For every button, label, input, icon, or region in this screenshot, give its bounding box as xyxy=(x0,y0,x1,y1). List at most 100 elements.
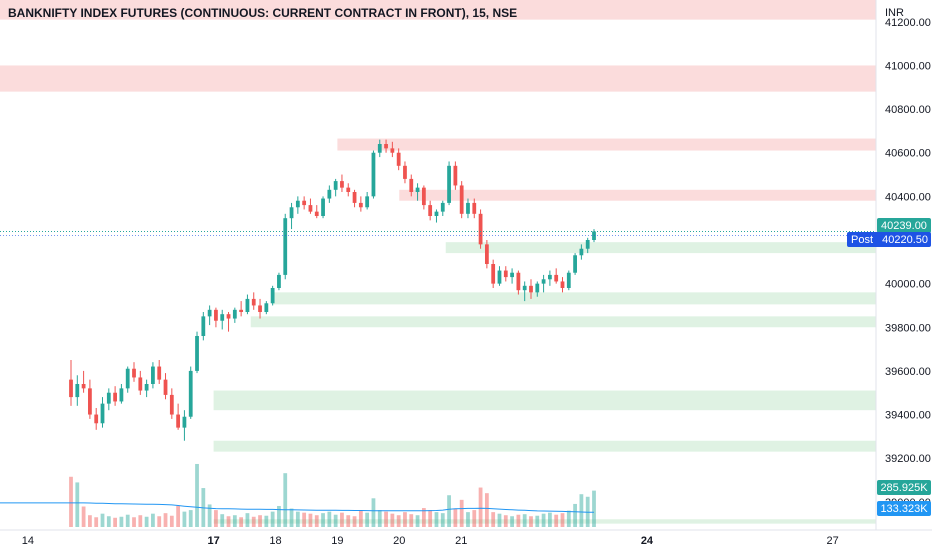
candle-body xyxy=(409,178,414,192)
volume-bar xyxy=(396,515,401,527)
supply-zone xyxy=(0,0,876,20)
chart-title: BANKNIFTY INDEX FUTURES (CONTINUOUS: CUR… xyxy=(8,6,517,20)
volume-bar xyxy=(541,513,546,527)
volume-bar xyxy=(516,514,521,527)
volume-bar xyxy=(295,511,300,527)
candle-body xyxy=(541,279,546,284)
volume-bar xyxy=(503,515,508,527)
price-tick-label: 39400.00 xyxy=(885,410,931,422)
volume-bar xyxy=(264,515,269,527)
volume-bar xyxy=(447,495,451,527)
volume-bar xyxy=(554,514,559,527)
candle-body xyxy=(440,202,445,212)
volume-bar xyxy=(365,512,370,527)
demand-zone xyxy=(213,519,877,524)
candle-body xyxy=(81,384,86,389)
candle-body xyxy=(138,377,143,391)
candle-body xyxy=(396,152,401,166)
volume-bar xyxy=(592,490,596,527)
svg-text:285.925K: 285.925K xyxy=(880,482,928,494)
volume-bar xyxy=(88,515,92,527)
time-tick-label: 21 xyxy=(455,535,467,547)
candle-body xyxy=(277,274,281,288)
candle-body xyxy=(321,198,325,216)
volume-bar xyxy=(346,515,351,527)
volume-bar xyxy=(214,510,218,527)
demand-zone xyxy=(213,440,877,452)
candle-body xyxy=(75,384,80,398)
currency-label: INR xyxy=(885,7,904,19)
candle-body xyxy=(308,205,313,212)
volume-bar xyxy=(258,515,262,527)
time-tick-label: 27 xyxy=(827,535,839,547)
volume-bar xyxy=(522,514,527,527)
volume-bar xyxy=(352,516,357,527)
candle-body xyxy=(340,181,344,188)
candle-body xyxy=(144,384,149,391)
candle-body xyxy=(434,211,439,216)
volume-bar xyxy=(478,487,483,527)
candle-body xyxy=(390,148,395,153)
volume-bar xyxy=(100,513,105,527)
candle-body xyxy=(358,202,363,208)
price-tick-label: 39200.00 xyxy=(885,453,931,465)
candle-body xyxy=(176,414,181,428)
candle-body xyxy=(188,370,193,417)
candle-body xyxy=(510,272,514,278)
candle-body xyxy=(428,205,433,216)
last-price-label: 40239.00 xyxy=(877,218,931,233)
volume-bar xyxy=(566,510,571,527)
candle-body xyxy=(403,165,407,179)
volume-bar xyxy=(434,512,439,527)
volume-bar xyxy=(232,515,237,527)
price-tick-label: 40400.00 xyxy=(885,191,931,203)
candle-body xyxy=(125,368,130,389)
svg-text:40239.00: 40239.00 xyxy=(881,220,927,232)
supply-zone xyxy=(337,138,876,151)
candle-body xyxy=(94,414,99,424)
candle-body xyxy=(421,187,426,206)
price-axis[interactable]: INR 41200.00 41000.00 40800.00 40600.00 4040… xyxy=(875,0,931,530)
demand-zone xyxy=(250,316,877,328)
candle-body xyxy=(270,288,275,304)
volume-bar xyxy=(138,515,143,527)
candle-body xyxy=(384,144,388,149)
volume-bar xyxy=(548,512,552,527)
candle-body xyxy=(516,272,521,291)
candle-body xyxy=(333,181,338,190)
volume-bar xyxy=(277,505,281,527)
volume-bar xyxy=(157,516,162,527)
time-tick-label: 17 xyxy=(207,535,219,547)
volume-bar xyxy=(308,513,313,527)
volume-bar xyxy=(421,508,426,527)
volume-value-label: 285.925K xyxy=(877,480,931,495)
volume-bar xyxy=(491,512,496,527)
candle-body xyxy=(453,165,458,186)
volume-bar xyxy=(409,514,414,527)
volume-bar xyxy=(497,513,502,527)
supply-zone xyxy=(399,189,876,201)
candle-body xyxy=(163,379,168,395)
volume-bar xyxy=(69,476,73,527)
candle-body xyxy=(459,185,464,214)
candle-body xyxy=(352,192,357,203)
demand-zone xyxy=(445,242,876,254)
candle-body xyxy=(289,207,294,219)
price-tick-label: 41000.00 xyxy=(885,60,931,72)
candle-body xyxy=(314,211,319,216)
time-axis[interactable]: 14 17 18 19 20 21 24 27 xyxy=(0,529,932,547)
candle-body xyxy=(113,392,117,402)
candle-body xyxy=(466,202,470,214)
volume-bar xyxy=(440,513,445,527)
price-tick-label: 40800.00 xyxy=(885,104,931,116)
volume-layer xyxy=(0,463,596,527)
volume-bar xyxy=(195,463,199,527)
volume-bar xyxy=(75,482,80,527)
volume-bar xyxy=(270,511,275,527)
volume-bar xyxy=(327,511,332,527)
price-tick-label: 40600.00 xyxy=(885,148,931,160)
candle-body xyxy=(491,264,496,284)
volume-bar xyxy=(94,517,99,527)
candle-body xyxy=(106,392,111,404)
